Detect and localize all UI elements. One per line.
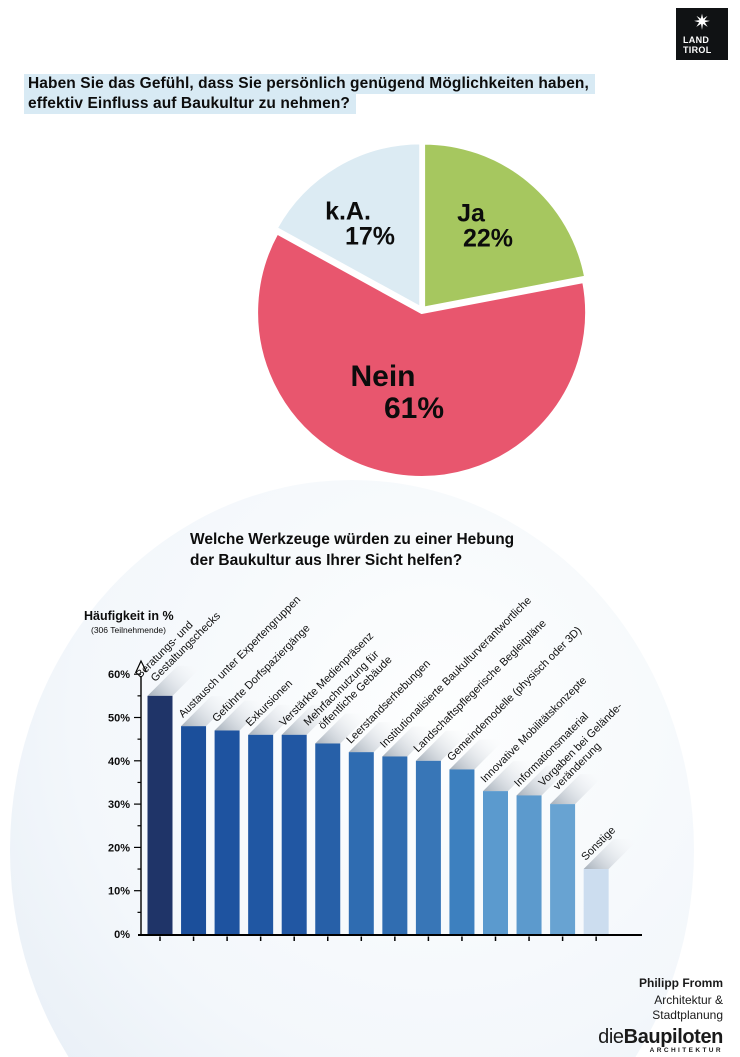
- bar-5: [315, 743, 341, 934]
- pie-question-title: Haben Sie das Gefühl, dass Sie persönlic…: [24, 74, 595, 114]
- y-axis-subtitle: (306 Teilnehmende): [91, 625, 166, 635]
- y-tick-label: 0%: [114, 929, 130, 941]
- pie-label-ka: k.A.: [325, 198, 371, 226]
- brand-main: Baupiloten: [623, 1026, 724, 1048]
- tirol-eagle-icon: [694, 13, 710, 30]
- bar-ribbon: [214, 700, 270, 731]
- bar-question-title: Welche Werkzeuge würden zu einer Hebung …: [190, 529, 514, 571]
- bar-2: [214, 730, 240, 934]
- bar-ribbon: [516, 765, 572, 796]
- bar-ribbon: [382, 726, 438, 757]
- bar-4: [281, 734, 307, 934]
- y-axis-arrow-icon: [134, 659, 148, 674]
- bar-ribbon: [483, 761, 538, 792]
- bar-12: [550, 804, 576, 934]
- bar-label-7: Institutionalisierte Baukulturverantwort…: [378, 595, 534, 751]
- bar-ribbon: [281, 704, 337, 735]
- author-role-line1: Architektur &: [654, 993, 723, 1007]
- bar-9: [449, 769, 475, 934]
- brand-subtitle: ARCHITEKTUR: [649, 1047, 723, 1054]
- pie-value-ja: 22%: [463, 225, 513, 253]
- bar-ribbon: [348, 722, 404, 753]
- logo-line1: LAND: [683, 35, 710, 45]
- bar-7: [382, 756, 408, 934]
- y-tick-label: 50%: [108, 713, 130, 725]
- pie-chart: Ja 22% Nein 61% k.A. 17%: [240, 128, 604, 492]
- bar-13: [583, 869, 609, 934]
- land-tirol-logo: LAND TIROL: [676, 8, 728, 60]
- pie-label-ja: Ja: [457, 200, 486, 228]
- pie-question-line1: Haben Sie das Gefühl, dass Sie persönlic…: [24, 74, 595, 94]
- bar-question-line2: der Baukultur aus Ihrer Sicht helfen?: [190, 552, 463, 569]
- bar-ribbon: [248, 704, 304, 735]
- author-role-line2: Stadtplanung: [652, 1007, 723, 1022]
- bar-ribbon: [315, 713, 371, 744]
- bar-11: [516, 795, 542, 934]
- logo-line2: TIROL: [683, 45, 712, 55]
- pie-slice-ka: [274, 141, 423, 311]
- bar-ribbon: [415, 730, 471, 761]
- bar-6: [348, 752, 374, 934]
- bar-ribbon: [147, 665, 203, 696]
- bar-3: [248, 734, 274, 934]
- bar-ribbon: [449, 739, 505, 770]
- y-tick-label: 10%: [108, 886, 130, 898]
- baupiloten-logo: dieBaupiloten: [598, 1027, 723, 1047]
- pie-question-line2: effektiv Einfluss auf Baukultur zu nehme…: [24, 94, 356, 114]
- bar-question-line1: Welche Werkzeuge würden zu einer Hebung: [190, 531, 515, 548]
- pie-label-nein: Nein: [350, 360, 415, 393]
- bar-ribbon: [181, 696, 237, 727]
- author-name: Philipp Fromm: [639, 976, 723, 990]
- bar-10: [483, 791, 508, 934]
- pie-value-nein: 61%: [384, 392, 444, 425]
- pie-slice-nein: [255, 230, 589, 479]
- bar-ribbon: [550, 774, 606, 805]
- bar-8: [415, 760, 441, 934]
- y-tick-label: 30%: [108, 799, 130, 811]
- pie-value-ka: 17%: [345, 223, 395, 251]
- bar-chart: 0% 10% 20% 30% 40% 50% 60% Häufigkeit in % (306 …: [0, 560, 740, 990]
- bar-1: [181, 726, 207, 934]
- bar-ribbon: [583, 839, 639, 870]
- y-axis-title: Häufigkeit in %: [84, 609, 174, 623]
- bar-chart-svg: 0% 10% 20% 30% 40% 50% 60% Häufigkeit in % (306 …: [84, 594, 642, 941]
- bar-0: [147, 695, 173, 934]
- pie-slice-ja: [422, 141, 588, 310]
- credits-block: Philipp Fromm Architektur & Stadtplanung…: [598, 976, 723, 1054]
- y-tick-label: 20%: [108, 842, 130, 854]
- brand-prefix: die: [598, 1026, 624, 1048]
- logo-text: LAND TIROL: [683, 35, 712, 55]
- y-tick-label: 40%: [108, 756, 130, 768]
- y-tick-label: 60%: [108, 669, 130, 681]
